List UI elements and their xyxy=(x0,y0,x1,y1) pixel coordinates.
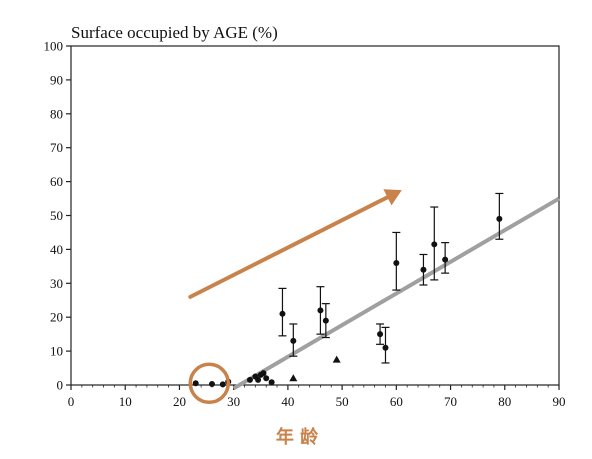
data-point xyxy=(442,256,449,263)
data-point xyxy=(192,380,199,387)
y-tick-label: 80 xyxy=(50,106,63,121)
data-point xyxy=(377,331,384,338)
y-tick-label: 0 xyxy=(57,378,64,393)
y-tick-label: 90 xyxy=(50,72,63,87)
x-tick-label: 20 xyxy=(173,394,186,409)
axes: 0 10 20 30 40 50 60 70 80 90 100 0 10 20 30 40 50 60 70 80 9… xyxy=(44,39,566,410)
data-point xyxy=(255,376,262,383)
trend-arrow-head xyxy=(383,189,402,206)
y-tick-label: 70 xyxy=(50,140,63,155)
regression-line xyxy=(232,196,561,391)
data-point xyxy=(219,381,226,388)
trend-arrow xyxy=(188,195,390,299)
data-point xyxy=(382,344,389,351)
data-point-triangle xyxy=(332,355,341,363)
plot-frame xyxy=(70,45,560,386)
y-tick-label: 60 xyxy=(50,174,63,189)
data-points xyxy=(192,192,504,388)
x-tick-label: 90 xyxy=(553,394,566,409)
trend-line-layer xyxy=(232,196,561,391)
data-point xyxy=(263,375,270,382)
data-point xyxy=(420,266,427,273)
x-tick-label: 50 xyxy=(336,394,349,409)
data-point xyxy=(208,380,215,387)
annotations xyxy=(188,189,402,405)
x-tick-label: 80 xyxy=(498,394,511,409)
data-point xyxy=(431,241,438,248)
y-tick-label: 100 xyxy=(44,39,64,54)
x-tick-label: 0 xyxy=(68,394,75,409)
y-tick-label: 20 xyxy=(50,310,63,325)
chart-title: Surface occupied by AGE (%) xyxy=(71,23,278,42)
data-point xyxy=(279,310,286,317)
data-point xyxy=(393,259,400,266)
y-tick-label: 30 xyxy=(50,276,63,291)
data-point-triangle xyxy=(289,374,298,382)
x-tick-label: 60 xyxy=(390,394,403,409)
data-point xyxy=(496,215,503,222)
x-tick-label: 10 xyxy=(119,394,132,409)
y-tick-label: 10 xyxy=(50,344,63,359)
x-tick-label: 70 xyxy=(444,394,457,409)
data-point xyxy=(322,317,329,324)
data-point xyxy=(290,337,297,344)
data-point xyxy=(268,379,275,386)
y-tick-label: 50 xyxy=(50,208,63,223)
x-tick-label: 40 xyxy=(281,394,294,409)
y-tick-label: 40 xyxy=(50,242,63,257)
x-axis-label: 年 龄 xyxy=(276,426,319,448)
highlight-circle xyxy=(188,362,231,405)
data-point xyxy=(260,370,267,377)
x-tick-label: 30 xyxy=(227,394,240,409)
data-point xyxy=(246,376,253,383)
data-point xyxy=(317,307,324,314)
